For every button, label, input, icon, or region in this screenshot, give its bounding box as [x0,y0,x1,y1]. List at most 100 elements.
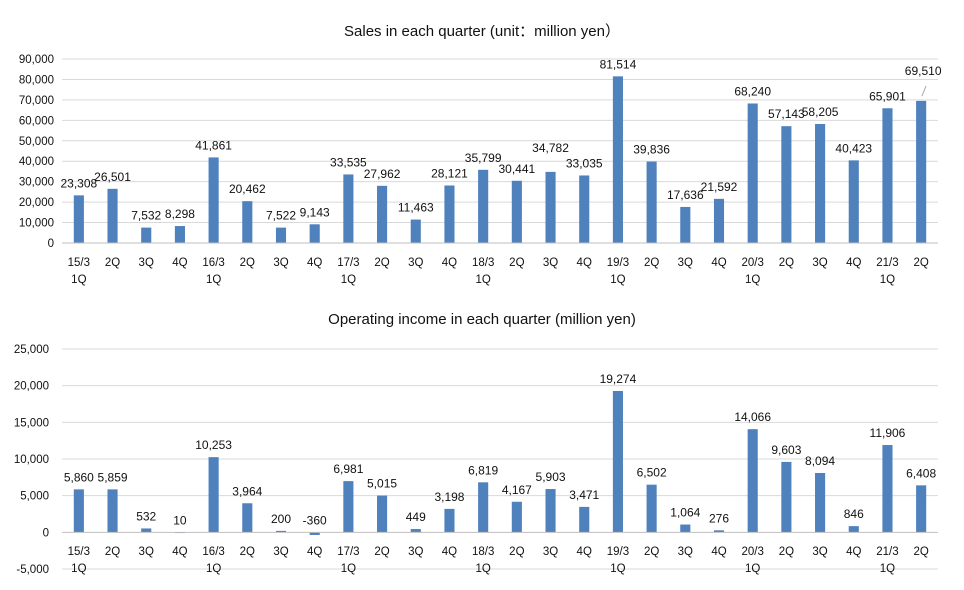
data-label: 4,167 [502,483,532,497]
x-tick-label: 3Q [408,257,423,269]
x-tick-label: 2Q [374,546,389,558]
x-tick-label: 4Q [307,546,322,558]
bar [242,503,253,533]
data-label: 5,860 [64,470,94,484]
bar [410,219,421,243]
bar [713,530,725,533]
bar [680,524,691,533]
bar [242,201,253,243]
data-label: 200 [271,512,291,526]
bar [612,76,623,244]
data-label: 846 [844,507,864,521]
data-label: 58,205 [802,105,839,119]
bar [275,227,287,243]
bar [646,161,657,243]
data-label: 10,253 [195,438,232,452]
data-label: 33,035 [566,156,603,170]
x-tick-label: 15/3 [68,257,90,269]
data-label: 7,532 [131,209,161,223]
x-tick-label: 18/3 [472,257,494,269]
bar [73,195,84,243]
bar [545,489,556,533]
bar [579,175,590,243]
x-tick-sublabel: 1Q [71,274,86,286]
bar [444,508,455,533]
bar [141,528,152,533]
data-label: 532 [136,509,156,523]
x-tick-label: 2Q [509,546,524,558]
data-label: 276 [709,511,729,525]
bar [478,169,489,243]
data-label: 6,408 [906,466,936,480]
bar [377,185,388,243]
data-label: 69,510 [905,64,942,78]
data-label: 14,066 [734,410,771,424]
x-tick-label: 3Q [139,546,154,558]
bar [377,495,388,533]
y-tick-label: 30,000 [19,177,54,189]
x-tick-label: 2Q [105,546,120,558]
x-tick-label: 19/3 [607,257,629,269]
bar [511,501,522,533]
x-tick-label: 2Q [644,257,659,269]
y-tick-label: 10,000 [19,218,54,230]
data-label: 5,859 [98,470,128,484]
data-label: 20,462 [229,182,266,196]
x-tick-sublabel: 1Q [610,563,625,575]
y-tick-label: 0 [43,527,49,539]
bar [781,126,792,243]
bar [612,390,623,533]
x-tick-sublabel: 1Q [880,563,895,575]
bar [309,532,320,535]
data-label: 30,441 [498,162,535,176]
x-tick-label: 16/3 [202,546,224,558]
x-tick-label: 4Q [846,546,861,558]
data-label: 34,782 [532,141,569,155]
x-tick-sublabel: 1Q [880,274,895,286]
bar [882,445,893,533]
data-label: 41,861 [195,138,232,152]
bar [141,227,152,243]
y-tick-label: 0 [48,238,54,250]
x-tick-label: 2Q [240,257,255,269]
x-tick-label: 4Q [577,546,592,558]
x-tick-label: 21/3 [876,257,898,269]
x-tick-sublabel: 1Q [71,563,86,575]
x-tick-label: 3Q [273,546,288,558]
y-tick-label: 20,000 [19,197,54,209]
data-label: 33,535 [330,155,367,169]
x-tick-label: 3Q [812,257,827,269]
bar [309,224,320,243]
x-tick-sublabel: 1Q [475,274,490,286]
data-label: 1,064 [670,506,700,520]
x-tick-label: 20/3 [741,546,763,558]
bar [208,157,219,243]
x-tick-label: 2Q [913,257,928,269]
bar [882,108,893,243]
y-tick-label: 80,000 [19,74,54,86]
x-tick-label: 18/3 [472,546,494,558]
data-label: 10 [173,513,187,527]
bar [478,482,489,533]
data-label: 8,094 [805,454,835,468]
data-label: 11,463 [398,201,434,215]
x-tick-label: 4Q [577,257,592,269]
x-tick-label: 2Q [105,257,120,269]
x-tick-label: 15/3 [68,546,90,558]
data-label: 11,906 [870,426,906,440]
x-tick-sublabel: 1Q [341,563,356,575]
label-leader-line [921,85,927,97]
x-tick-label: 17/3 [337,546,359,558]
x-tick-sublabel: 1Q [206,274,221,286]
operating-income-chart: Operating income in each quarter (millio… [14,311,938,576]
data-label: 81,514 [600,57,637,71]
x-tick-label: 16/3 [202,257,224,269]
x-tick-sublabel: 1Q [206,563,221,575]
x-tick-label: 2Q [644,546,659,558]
bar [343,174,354,243]
bar [174,226,185,243]
bar [680,206,691,243]
y-tick-label: 70,000 [19,95,54,107]
